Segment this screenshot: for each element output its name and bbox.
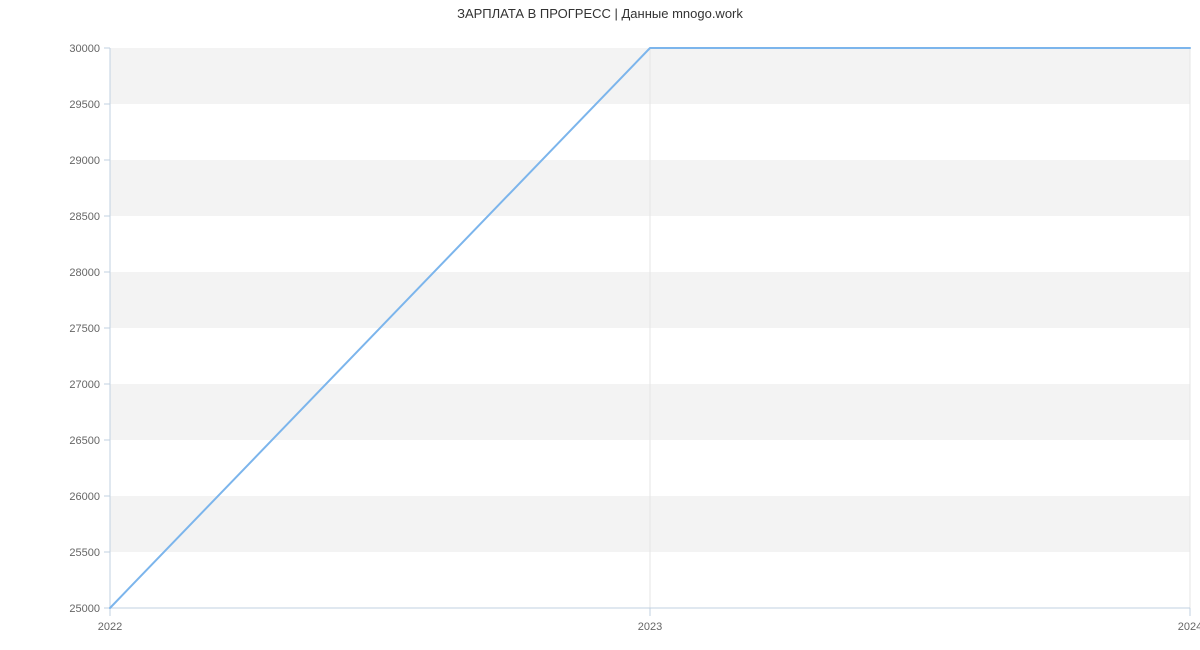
y-tick-label: 25000 [69,603,100,615]
x-tick-label: 2023 [638,621,662,633]
y-tick-label: 28000 [69,267,100,279]
chart-svg: 25000 25500 26000 26500 27000 27500 28000 28500… [0,0,1200,650]
y-tick-label: 28500 [69,211,100,223]
x-tick-label: 2022 [98,621,122,633]
y-tick-label: 29000 [69,155,100,167]
salary-chart: ЗАРПЛАТА В ПРОГРЕСС | Данные mnogo.work … [0,0,1200,650]
y-tick-label: 30000 [69,43,100,55]
chart-title: ЗАРПЛАТА В ПРОГРЕСС | Данные mnogo.work [0,6,1200,21]
y-tick-label: 27000 [69,379,100,391]
x-tick-label: 2024 [1178,621,1200,633]
y-tick-label: 25500 [69,547,100,559]
y-tick-label: 27500 [69,323,100,335]
y-tick-label: 26000 [69,491,100,503]
y-tick-label: 26500 [69,435,100,447]
y-tick-label: 29500 [69,99,100,111]
